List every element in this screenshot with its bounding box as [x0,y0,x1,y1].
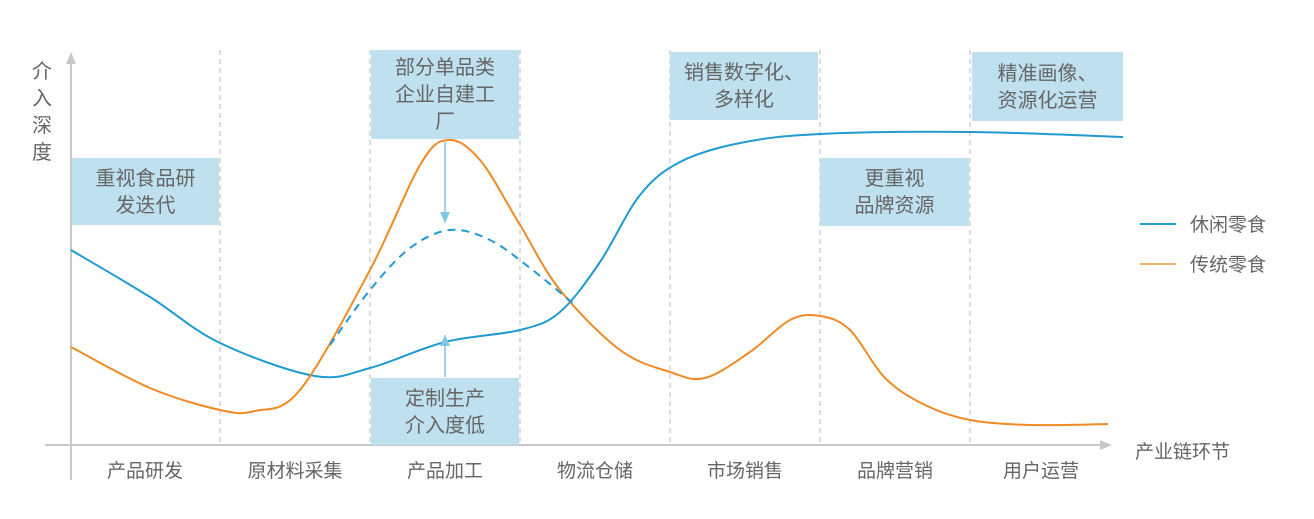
x-axis-label: 产业链环节 [1135,441,1231,463]
leisure-snack-curve [70,130,1124,379]
y-axis-arrow-icon [66,52,76,64]
legend-label: 休闲零食 [1190,214,1267,236]
traditional-snack-curve [70,138,1109,427]
annotation-custom: 定制生产 介入度低 [371,378,519,445]
y-axis-label: 介入深度 [32,59,52,164]
stage-label: 品牌营销 [856,460,933,482]
legend-swatch [1140,222,1176,225]
annotation-rd: 重视食品研 发迭代 [72,158,219,225]
legend-swatch [1140,262,1176,265]
stage-label: 市场销售 [706,460,783,482]
annotation-sales: 销售数字化、 多样化 [670,52,818,120]
x-axis-arrow-icon [1100,440,1112,450]
legend-item-leisure: 休闲零食 [1140,210,1266,237]
annotation-user: 精准画像、 资源化运营 [972,52,1123,121]
legend-item-traditional: 传统零食 [1140,250,1266,277]
arrowhead-icon [440,212,450,223]
traditional-self-built-dashed-curve [329,228,576,346]
annotation-factory: 部分单品类 企业自建工 厂 [371,50,519,139]
legend-label: 传统零食 [1190,254,1267,276]
arrowhead-icon [440,335,450,346]
stage-label: 物流仓储 [556,460,633,482]
stage-label: 原材料采集 [247,460,343,482]
stage-label: 产品研发 [106,460,183,482]
annotation-brand: 更重视 品牌资源 [820,158,969,226]
stage-label: 产品加工 [406,460,483,482]
stage-label: 用户运营 [1002,460,1079,482]
